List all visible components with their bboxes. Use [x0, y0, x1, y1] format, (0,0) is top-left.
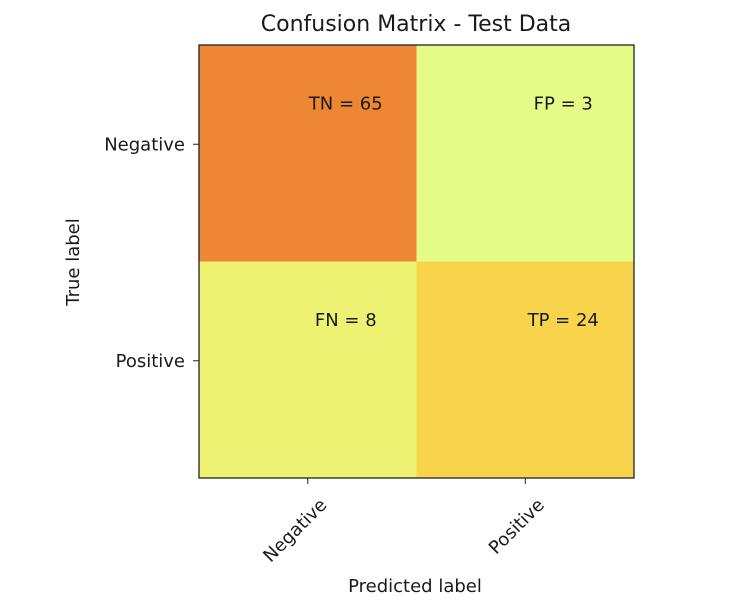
cell-labels-layer: TN = 65 FP = 3 FN = 8 TP = 24 [308, 93, 599, 331]
cells-layer [199, 45, 634, 478]
x-tick-label-0: Negative [259, 495, 331, 567]
chart-title: Confusion Matrix - Test Data [261, 12, 571, 37]
matrix-cell-1-1 [416, 261, 634, 478]
y-tick-label-1: Positive [116, 351, 185, 372]
x-axis-label: Predicted label [348, 576, 482, 597]
matrix-cell-0-1 [416, 45, 634, 262]
matrix-cell-0-0 [199, 45, 417, 262]
x-tick-label-1: Positive [485, 495, 549, 559]
matrix-cell-label-0-0: TN = 65 [308, 93, 383, 114]
plot-frame [198, 44, 635, 479]
matrix-cell-label-1-1: TP = 24 [527, 310, 599, 331]
y-axis-label: True label [63, 218, 84, 307]
y-tick-label-0: Negative [104, 134, 185, 155]
matrix-cell-label-1-0: FN = 8 [315, 310, 377, 331]
matrix-cell-1-0 [199, 261, 417, 478]
matrix-cell-label-0-1: FP = 3 [534, 93, 593, 114]
